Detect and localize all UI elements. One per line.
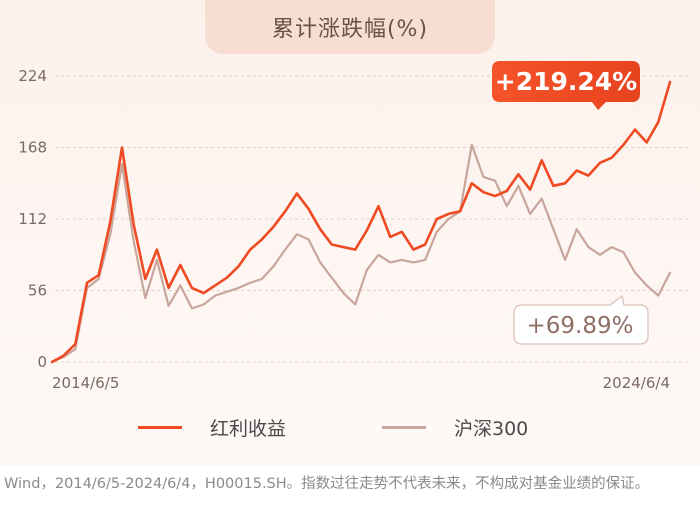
series-line-grey	[50, 143, 672, 364]
legend-label-red: 红利收益	[210, 418, 287, 440]
series-lines	[50, 80, 672, 364]
y-tick-label: 0	[37, 353, 47, 371]
y-tick-label: 224	[18, 67, 47, 85]
y-tick-labels: 0 56 112 168 224	[18, 67, 47, 371]
chart-title-tab: 累计涨跌幅(%)	[205, 0, 495, 54]
legend-item-red: 红利收益	[138, 414, 286, 441]
legend: 红利收益 沪深300	[0, 414, 700, 444]
footnote: Wind，2014/6/5-2024/6/4，H00015.SH。指数过往走势不…	[4, 476, 650, 492]
x-start-label: 2014/6/5	[52, 374, 119, 392]
red-series-annotation: +219.24%	[492, 61, 640, 110]
x-end-label: 2024/6/4	[603, 374, 670, 392]
y-tick-label: 168	[18, 139, 47, 157]
red-annotation-text: +219.24%	[495, 67, 637, 96]
chart-title: 累计涨跌幅(%)	[271, 17, 429, 42]
legend-swatch-grey	[382, 426, 426, 429]
y-tick-label: 112	[18, 210, 47, 228]
grey-annotation-text: +69.89%	[527, 313, 634, 339]
y-tick-label: 56	[28, 282, 47, 300]
legend-item-grey: 沪深300	[382, 414, 528, 441]
legend-label-grey: 沪深300	[454, 418, 529, 440]
grey-series-annotation: +69.89%	[513, 294, 649, 345]
series-line-red	[50, 80, 672, 364]
legend-swatch-red	[138, 426, 182, 429]
